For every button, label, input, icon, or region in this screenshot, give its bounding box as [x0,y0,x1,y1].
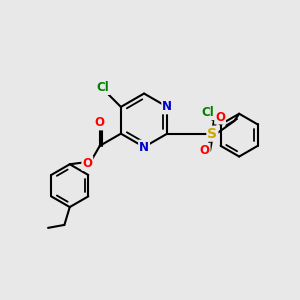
Text: O: O [82,157,92,170]
Text: Cl: Cl [202,106,214,119]
Text: S: S [207,127,218,141]
Text: O: O [215,110,225,124]
Text: O: O [95,116,105,130]
Text: Cl: Cl [97,81,110,94]
Text: N: N [162,100,172,113]
Text: O: O [200,144,210,157]
Text: N: N [139,140,149,154]
